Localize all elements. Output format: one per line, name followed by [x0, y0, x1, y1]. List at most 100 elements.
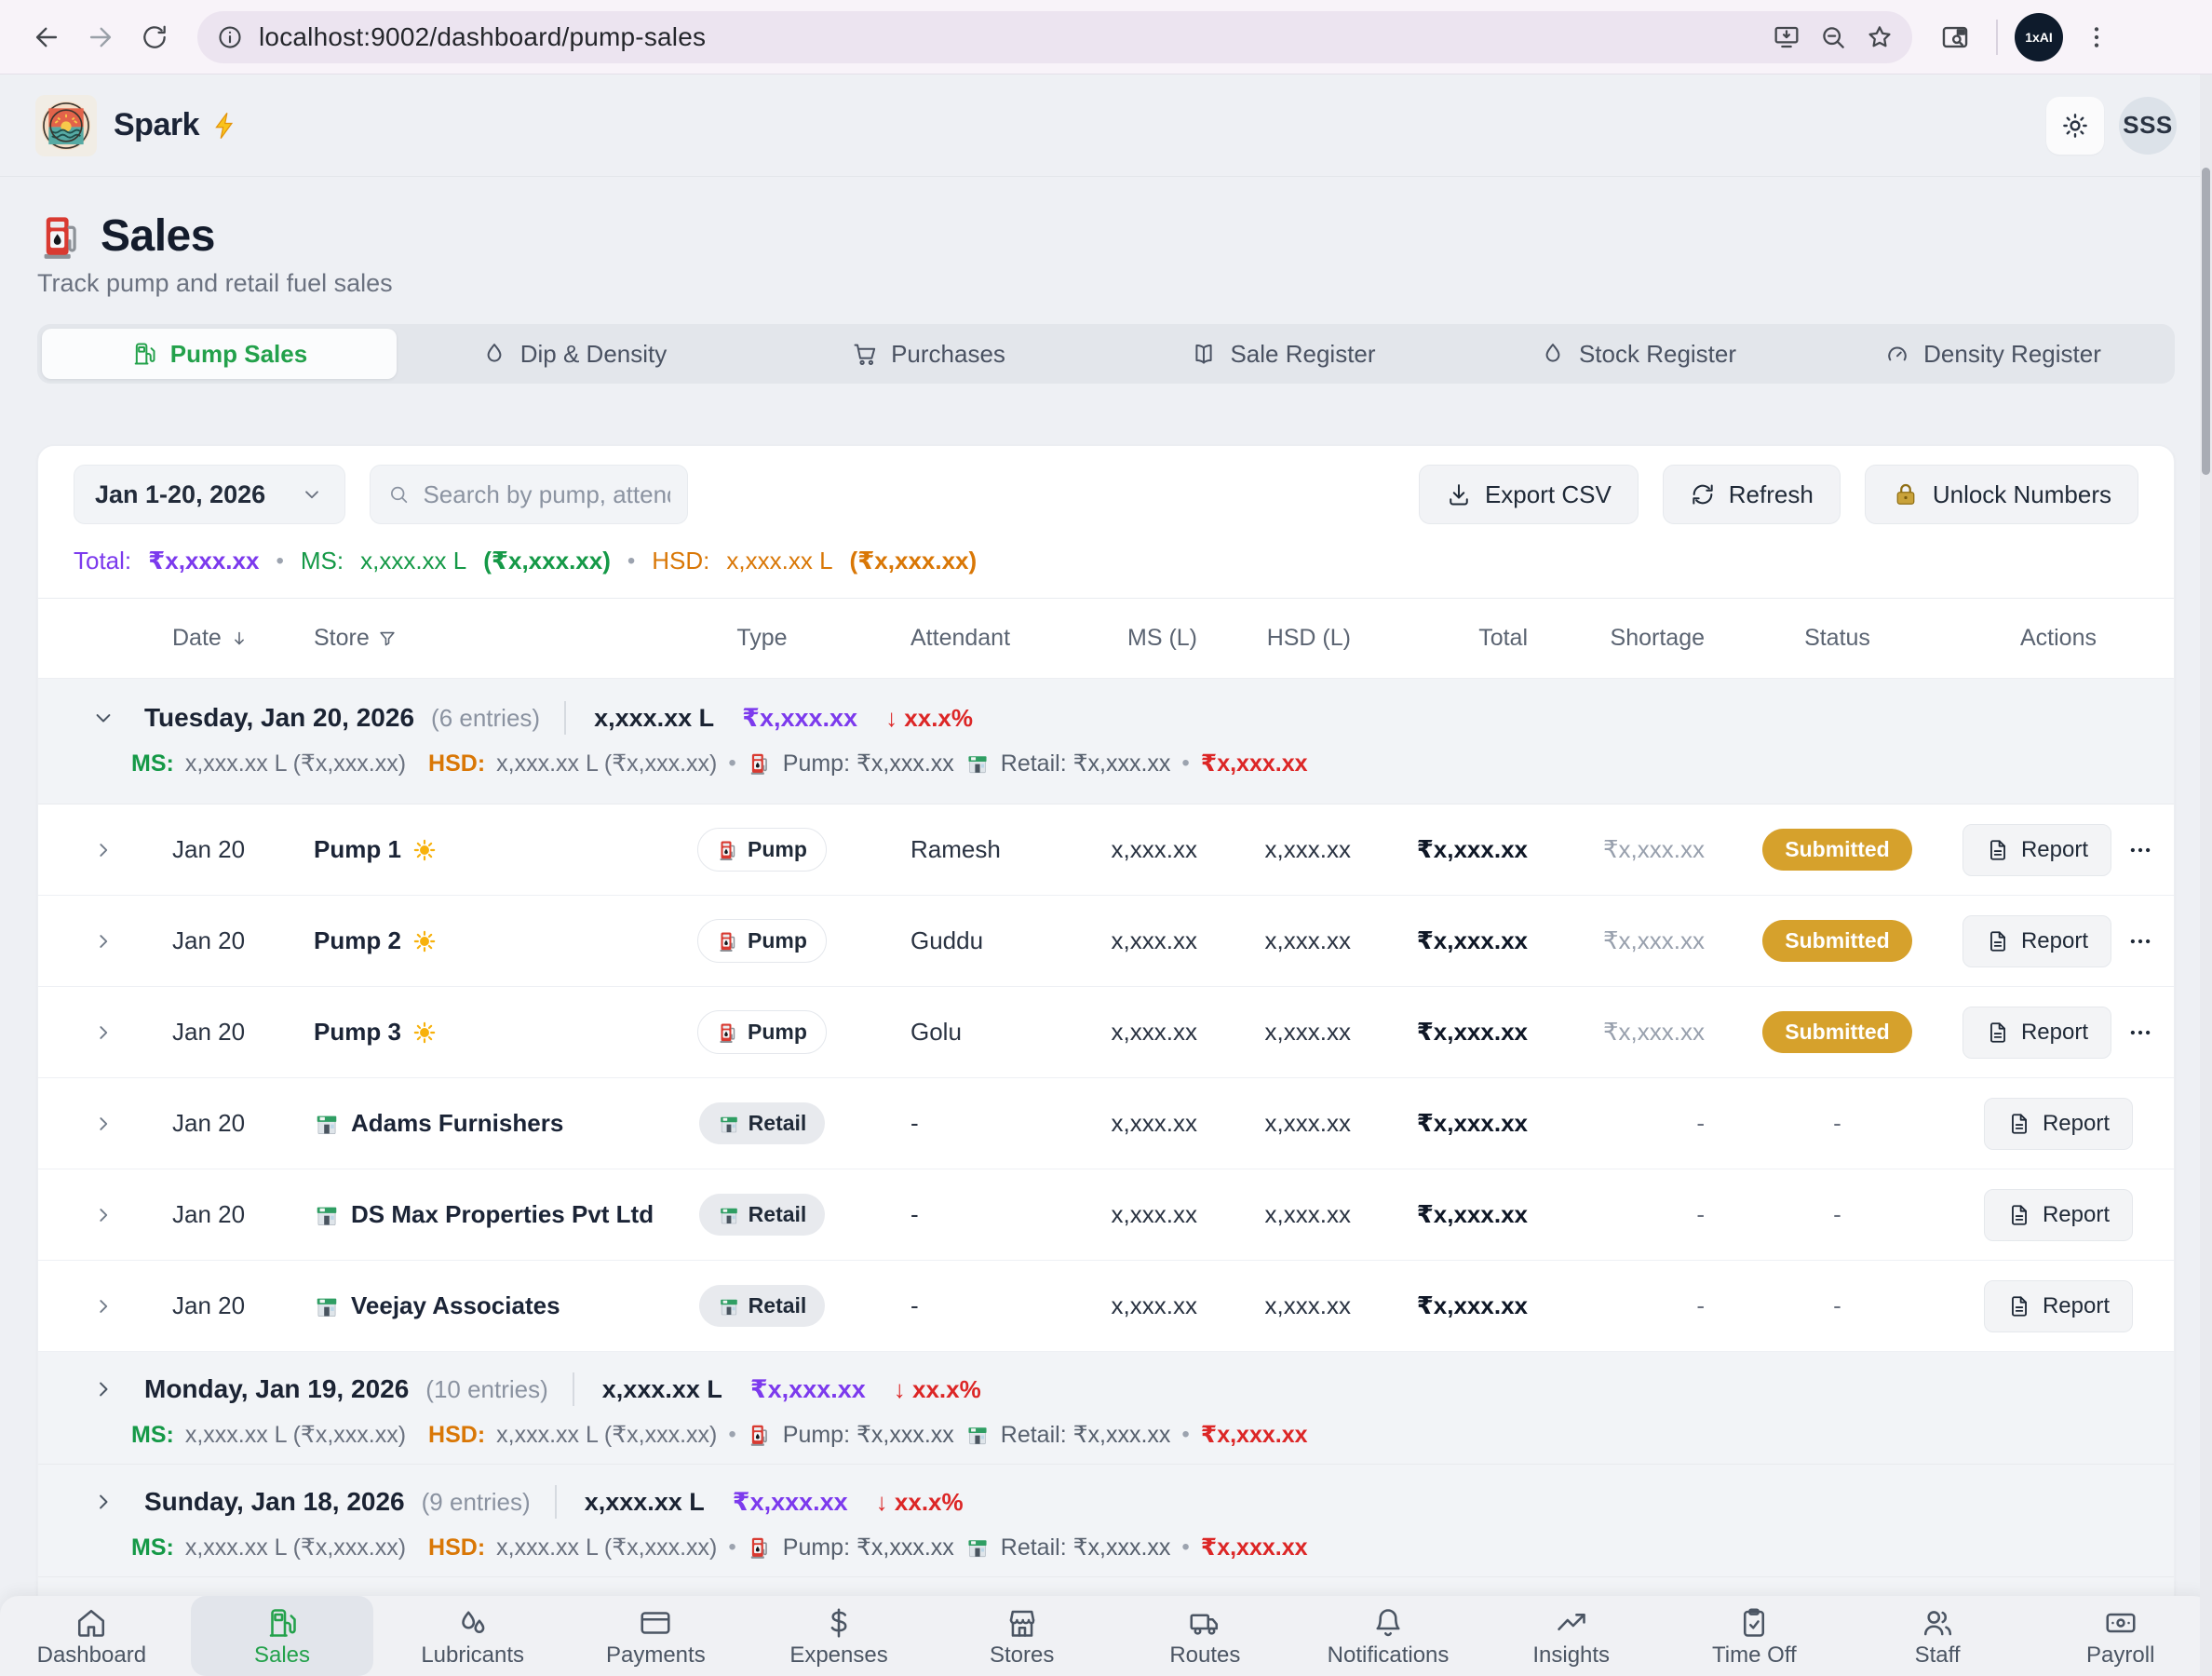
- cell-actions: Report: [1937, 1098, 2175, 1150]
- nav-stores[interactable]: Stores: [930, 1596, 1113, 1676]
- table-row[interactable]: Jan 20 Pump 2 Pump Guddu x,xxx.xx x,xxx.…: [38, 896, 2174, 987]
- header-date[interactable]: Date: [141, 625, 271, 652]
- nav-payments[interactable]: Payments: [564, 1596, 748, 1676]
- store-emoji-icon: [718, 1204, 740, 1226]
- tab-density-register[interactable]: Density Register: [1815, 329, 2170, 379]
- group-hsd-label: HSD:: [428, 1422, 485, 1449]
- tab-dip-density[interactable]: Dip & Density: [397, 329, 751, 379]
- nav-payroll[interactable]: Payroll: [2029, 1596, 2212, 1676]
- droplet-icon: [481, 341, 507, 367]
- tab-pump-sales[interactable]: Pump Sales: [42, 329, 397, 379]
- download-icon: [1446, 481, 1472, 507]
- nav-dashboard[interactable]: Dashboard: [0, 1596, 183, 1676]
- group-pump-total: Pump: ₹x,xxx.xx: [783, 1421, 954, 1449]
- chevron-right-icon[interactable]: [66, 1376, 141, 1402]
- browser-profile-avatar[interactable]: 1xAI: [2015, 13, 2063, 61]
- url-text[interactable]: localhost:9002/dashboard/pump-sales: [259, 22, 1763, 52]
- table-row[interactable]: Jan 20 Veejay Associates Retail - x,xxx.…: [38, 1261, 2174, 1352]
- page-scrollbar[interactable]: [2200, 74, 2212, 1676]
- date-range-select[interactable]: Jan 1-20, 2026: [74, 465, 345, 524]
- file-text-icon: [2007, 1294, 2031, 1318]
- chevron-right-icon[interactable]: [66, 929, 141, 953]
- nav-staff[interactable]: Staff: [1846, 1596, 2030, 1676]
- browser-reload-button[interactable]: [130, 13, 179, 61]
- day-group-tuesday[interactable]: Tuesday, Jan 20, 2026 (6 entries) x,xxx.…: [38, 679, 2174, 804]
- side-panel-search-icon[interactable]: [1931, 13, 1979, 61]
- scrollbar-thumb[interactable]: [2202, 168, 2210, 475]
- filter-funnel-icon[interactable]: [377, 628, 398, 649]
- nav-expenses[interactable]: Expenses: [748, 1596, 931, 1676]
- cell-shortage: -: [1560, 1200, 1737, 1229]
- report-button[interactable]: Report: [1984, 1280, 2133, 1332]
- theme-toggle-button[interactable]: [2046, 97, 2104, 155]
- cell-store: DS Max Properties Pvt Ltd: [271, 1200, 662, 1229]
- row-menu-button[interactable]: [2126, 836, 2154, 864]
- tab-sale-register[interactable]: Sale Register: [1106, 329, 1461, 379]
- cell-status: -: [1737, 1200, 1937, 1229]
- chevron-right-icon[interactable]: [66, 838, 141, 862]
- nav-insights[interactable]: Insights: [1479, 1596, 1663, 1676]
- browser-forward-button[interactable]: [76, 13, 125, 61]
- nav-lubricants[interactable]: Lubricants: [381, 1596, 564, 1676]
- cell-attendant: -: [862, 1291, 1072, 1320]
- report-button[interactable]: Report: [1984, 1189, 2133, 1241]
- export-csv-button[interactable]: Export CSV: [1419, 465, 1639, 524]
- file-text-icon: [2007, 1203, 2031, 1227]
- table-row[interactable]: Jan 20 Pump 3 Pump Golu x,xxx.xx x,xxx.x…: [38, 987, 2174, 1078]
- day-group-monday[interactable]: Monday, Jan 19, 2026 (10 entries) x,xxx.…: [38, 1352, 2174, 1465]
- cell-ms: x,xxx.xx: [1072, 926, 1221, 955]
- cell-total: ₹x,xxx.xx: [1379, 926, 1560, 955]
- chevron-right-icon[interactable]: [66, 1489, 141, 1515]
- group-liters: x,xxx.xx L: [594, 704, 714, 733]
- tab-purchases[interactable]: Purchases: [751, 329, 1106, 379]
- browser-menu-icon[interactable]: [2072, 13, 2121, 61]
- chevron-down-icon[interactable]: [66, 705, 141, 731]
- search-input[interactable]: [423, 480, 670, 509]
- site-info-icon[interactable]: [209, 16, 251, 59]
- chevron-right-icon[interactable]: [66, 1112, 141, 1136]
- report-button[interactable]: Report: [1984, 1098, 2133, 1150]
- chevron-right-icon[interactable]: [66, 1203, 141, 1227]
- user-avatar[interactable]: SSS: [2119, 97, 2177, 155]
- chevron-right-icon[interactable]: [66, 1020, 141, 1045]
- cell-shortage: -: [1560, 1291, 1737, 1320]
- report-button[interactable]: Report: [1962, 915, 2111, 967]
- unlock-numbers-button[interactable]: Unlock Numbers: [1865, 465, 2138, 524]
- dot-separator: •: [1181, 1422, 1189, 1448]
- company-logo[interactable]: [35, 95, 97, 156]
- cell-ms: x,xxx.xx: [1072, 835, 1221, 864]
- nav-time-off[interactable]: Time Off: [1663, 1596, 1846, 1676]
- bookmark-star-icon[interactable]: [1856, 14, 1903, 61]
- nav-sales[interactable]: Sales: [191, 1596, 374, 1676]
- row-menu-button[interactable]: [2126, 1019, 2154, 1047]
- table-row[interactable]: Jan 20 Pump 1 Pump Ramesh x,xxx.xx x,xxx…: [38, 804, 2174, 896]
- report-button[interactable]: Report: [1962, 824, 2111, 876]
- cell-shortage: ₹x,xxx.xx: [1560, 926, 1737, 955]
- zoom-out-icon[interactable]: [1810, 14, 1856, 61]
- row-menu-button[interactable]: [2126, 927, 2154, 955]
- cell-ms: x,xxx.xx: [1072, 1018, 1221, 1047]
- chevron-right-icon[interactable]: [66, 1294, 141, 1318]
- home-icon: [74, 1606, 108, 1640]
- group-day-label: Tuesday, Jan 20, 2026: [144, 703, 414, 733]
- day-group-sunday[interactable]: Sunday, Jan 18, 2026 (9 entries) x,xxx.x…: [38, 1465, 2174, 1577]
- ellipsis-icon: [2126, 836, 2154, 864]
- cell-date: Jan 20: [141, 1200, 271, 1229]
- cell-ms: x,xxx.xx: [1072, 1200, 1221, 1229]
- browser-back-button[interactable]: [22, 13, 71, 61]
- gauge-icon: [1884, 341, 1910, 367]
- cell-date: Jan 20: [141, 1018, 271, 1047]
- ms-liters: x,xxx.xx L: [360, 547, 466, 575]
- book-open-icon: [1191, 341, 1217, 367]
- refresh-button[interactable]: Refresh: [1663, 465, 1841, 524]
- address-bar[interactable]: localhost:9002/dashboard/pump-sales: [197, 11, 1912, 63]
- table-row[interactable]: Jan 20 DS Max Properties Pvt Ltd Retail …: [38, 1169, 2174, 1261]
- header-store[interactable]: Store: [271, 625, 662, 652]
- nav-routes[interactable]: Routes: [1113, 1596, 1297, 1676]
- install-app-icon[interactable]: [1763, 14, 1810, 61]
- table-row[interactable]: Jan 20 Adams Furnishers Retail - x,xxx.x…: [38, 1078, 2174, 1169]
- report-button[interactable]: Report: [1962, 1007, 2111, 1059]
- dot-separator: •: [627, 548, 635, 574]
- nav-notifications[interactable]: Notifications: [1297, 1596, 1480, 1676]
- tab-stock-register[interactable]: Stock Register: [1461, 329, 1815, 379]
